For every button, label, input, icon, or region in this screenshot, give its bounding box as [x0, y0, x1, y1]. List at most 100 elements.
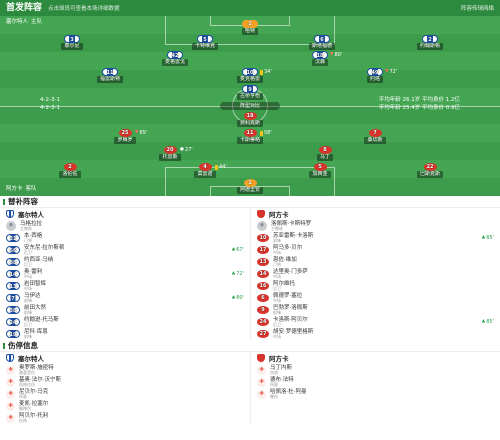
shirt-number: 2 — [68, 164, 72, 170]
pitch-penalty-box-top — [165, 16, 335, 45]
event-minute: 65' — [486, 235, 494, 241]
home-player-8[interactable]: 11 福雷斯特 — [80, 68, 140, 83]
injury-row[interactable]: ✚ 德布·法特 停赛 — [251, 376, 500, 388]
player-position: 中场 — [24, 273, 32, 279]
injury-reason: 伤病 — [270, 369, 278, 375]
away-substitutes-team-head[interactable]: 阿方卡 — [251, 208, 500, 220]
home-kit-icon: 31 — [6, 234, 20, 242]
home-player-4[interactable]: 6 斯塔福德 — [292, 35, 352, 50]
injury-row[interactable]: ✚ 基奥·法尔·沃宁斯 肌肉拉伤 — [0, 376, 250, 388]
home-kit-icon: 38 — [6, 306, 20, 314]
player-position: 前锋 — [24, 333, 32, 339]
player-name: 阿德里安 — [236, 187, 263, 194]
away-player-3[interactable]: 4 莫雷诺 44' — [175, 163, 235, 178]
substitute-row[interactable]: 24 约翰逊·托马斯 后卫 — [0, 316, 250, 328]
away-player-1[interactable]: 1 阿德里安 — [220, 179, 280, 194]
injury-row[interactable]: ✚ 马丁内斯 伤病 — [251, 364, 500, 376]
away-kit-icon: 16 — [257, 282, 269, 290]
substitute-row[interactable]: 7 马伊达 前锋 ▲ 80' — [0, 292, 250, 304]
away-player-4[interactable]: 5 加西亚 — [290, 163, 350, 178]
player-name: 本·西格 — [24, 232, 43, 239]
shirt-number: 9 — [261, 307, 265, 313]
away-player-9[interactable]: 11 卡斯蒂略 58' — [220, 129, 280, 144]
injury-row[interactable]: ✚ 阿贝尔·托利 伤病 — [0, 412, 250, 424]
home-team-name: 塞尔特人 — [6, 19, 29, 25]
away-team-name: 阿方卡 — [269, 211, 289, 219]
substitutes-section-title: 替补阵容 — [0, 196, 500, 208]
player-name: 巴斯克斯 — [416, 171, 443, 178]
substitute-row[interactable]: 17 阿马多·贝尔 中场 — [251, 244, 500, 256]
away-player-6[interactable]: 20 托雷斯 ● 27' — [140, 146, 200, 161]
substitute-row[interactable]: 9 巴勃罗·洛佩斯 前锋 — [251, 304, 500, 316]
injury-row[interactable]: ✚ 尼贝尔·马克 停赛 — [0, 388, 250, 400]
home-player-9[interactable]: 10 麦克格雷 34' — [220, 68, 280, 83]
shirt-number: 14 — [9, 272, 17, 278]
home-substitutes-list: 31 本·西格 门将 56 安东尼·拉尔斯顿 后卫 ▲ 67' 88 约西亚·马纳 后卫 14 奥·雷利… — [0, 232, 250, 340]
away-player-2[interactable]: 2 洛伦佐 — [40, 163, 100, 178]
home-coach-row[interactable]: 马格拉拉 主教练 — [0, 220, 250, 232]
sub-out-icon: ▼ — [135, 130, 139, 135]
match-event: ▲ 85' — [482, 318, 494, 326]
away-team-name: 阿方卡 — [269, 355, 289, 363]
away-player-8[interactable]: 25 罗梅罗 ▼ 65' — [95, 129, 155, 144]
shirt-number: 56 — [9, 248, 17, 254]
home-player-5[interactable]: 2 约翰斯顿 — [400, 35, 460, 50]
injury-cross-icon: ✚ — [257, 389, 266, 399]
away-player-11[interactable]: 18 费利克斯 — [220, 112, 280, 127]
home-player-2[interactable]: 3 泰尔尼 — [42, 35, 102, 50]
home-player-1[interactable]: 1 哈特 — [220, 20, 280, 35]
formation-info: 4-2-3-1 4-2-3-1 — [40, 96, 60, 112]
away-player-5[interactable]: 22 巴斯克斯 — [400, 163, 460, 178]
injury-reason: 伤病 — [19, 417, 27, 423]
substitute-row[interactable]: 19 尼科·库恩 前锋 — [0, 328, 250, 340]
shirt-number: 7 — [11, 296, 15, 302]
away-player-7[interactable]: 8 马丁 — [295, 146, 355, 161]
home-player-7[interactable]: 18 汉森 ▼ 80' — [290, 51, 350, 66]
substitute-row[interactable]: 38 前田大然 前锋 — [0, 304, 250, 316]
player-position: 中场 — [273, 333, 281, 339]
away-kit-icon: 9 — [257, 306, 269, 314]
substitute-row[interactable]: 24 卡洛斯·阿贝尔 后卫 ▲ 85' — [251, 316, 500, 328]
shirt-number: 25 — [121, 130, 129, 136]
match-event: 44' — [215, 163, 227, 171]
substitute-row[interactable]: 10 苏亚雷斯·卡洛斯 前锋 ▲ 65' — [251, 232, 500, 244]
away-player-10[interactable]: 7 桑切斯 — [345, 129, 405, 144]
away-kit-icon: 25 — [118, 129, 132, 137]
substitute-row[interactable]: 6 佩德罗·塞拉 中场 — [251, 292, 500, 304]
home-substitutes-team-head[interactable]: 塞尔特人 — [0, 208, 250, 220]
substitute-row[interactable]: 14 达里奥·门多萨 中场 — [251, 268, 500, 280]
coach-info: 马格拉拉 主教练 — [20, 221, 42, 232]
substitute-row[interactable]: 88 约西亚·马纳 后卫 — [0, 256, 250, 268]
substitute-row[interactable]: 16 阿尔维托 后卫 — [251, 280, 500, 292]
injury-row[interactable]: ✚ 奥罗斯·施密特 膝盖受伤 — [0, 364, 250, 376]
home-player-6[interactable]: 42 麦格雷戈 — [145, 51, 205, 66]
player-info: 达里奥·门多萨 中场 — [273, 269, 308, 280]
substitute-row[interactable]: 31 本·西格 门将 — [0, 232, 250, 244]
event-minute: 34' — [264, 69, 272, 75]
substitute-row[interactable]: 14 奥·雷利 中场 ▲ 72' — [0, 268, 250, 280]
injury-row[interactable]: ✚ 麦凯·拉塞尔 脚踝伤 — [0, 400, 250, 412]
player-name: 前田大然 — [24, 304, 47, 311]
player-info: 马伊达 前锋 — [24, 293, 41, 304]
away-formation: 4-2-3-1 — [40, 105, 60, 111]
injury-info: 麦凯·拉塞尔 脚踝伤 — [19, 401, 48, 412]
substitute-row[interactable]: 56 安东尼·拉尔斯顿 后卫 ▲ 67' — [0, 244, 250, 256]
substitute-row[interactable]: 27 胡安·罗德里格斯 中场 — [251, 328, 500, 340]
team-stats-info: 平均年龄 26.1岁 平均身价 1.2亿 平均年龄 25.4岁 平均身价 0.9… — [330, 96, 460, 112]
substitute-row[interactable]: 13 恩佐·维加 门将 — [251, 256, 500, 268]
home-kit-icon: 11 — [102, 68, 118, 76]
home-player-3[interactable]: 5 卡特维克 — [175, 35, 235, 50]
shirt-number: 5 — [203, 37, 207, 43]
substitute-row[interactable]: 13 岩田智辉 中场 — [0, 280, 250, 292]
injury-row[interactable]: ✚ 哈佩洛·杜·阿曼 膝伤 — [251, 388, 500, 400]
home-player-10[interactable]: 49 约塔 ▼ 72' — [345, 68, 405, 83]
away-coach-row[interactable]: 洛佩斯·卡斯特罗 主教练 — [251, 220, 500, 232]
event-minute: 80' — [236, 295, 244, 301]
away-team-label: 阿方卡 客队 — [6, 186, 37, 193]
shirt-number: 18 — [246, 113, 254, 119]
pass-network-link[interactable]: 阵容传球网络 — [460, 6, 494, 12]
shirt-number: 14 — [259, 271, 267, 277]
player-position: 后卫 — [24, 261, 32, 267]
home-player-11[interactable]: 9 古桥亨梧 — [220, 85, 280, 100]
formation-compare-pill[interactable]: 阵型对比 — [220, 102, 280, 110]
